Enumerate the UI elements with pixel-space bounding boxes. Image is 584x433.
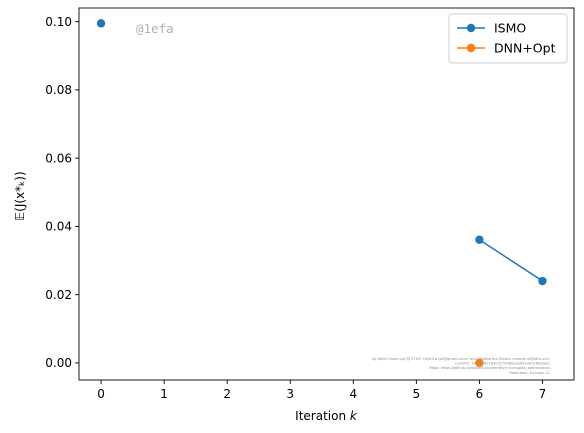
legend-label-dnn-opt: DNN+Opt <box>494 41 556 56</box>
footnote-line: Repo: https://github.com/kjetil-lye/iter… <box>429 366 550 370</box>
x-tick-label: 4 <box>349 387 357 401</box>
plot-area <box>96 19 547 368</box>
y-tick-label: 0.08 <box>45 83 72 97</box>
y-tick-label: 0.00 <box>45 356 72 370</box>
x-axis-title: Iteration k <box>295 409 358 423</box>
footnote: By Kjetil Olsen Lye @ ETHZ <kjetil.o.lye… <box>372 357 550 375</box>
legend-marker-dnn-opt <box>466 43 476 53</box>
y-tick-label: 0.04 <box>45 220 72 234</box>
x-axis: 0 1 2 3 4 5 6 7 <box>97 380 546 401</box>
y-tick-label: 0.06 <box>45 151 72 165</box>
x-tick-label: 7 <box>539 387 547 401</box>
footnote-line: Hostname: ev-login-21 <box>509 371 550 375</box>
watermark: @1efa <box>136 21 174 36</box>
x-tick-label: 6 <box>476 387 484 401</box>
y-tick-label: 0.10 <box>45 15 72 29</box>
data-point-ismo <box>538 276 547 286</box>
legend-label-ismo: ISMO <box>494 21 526 36</box>
x-tick-label: 2 <box>223 387 231 401</box>
x-tick-label: 3 <box>286 387 294 401</box>
legend: ISMO DNN+Opt <box>448 13 568 64</box>
x-tick-label: 5 <box>413 387 421 401</box>
footnote-line: Commit: 1efa7461783cd17d98be0a62a4e91f8e… <box>455 362 550 366</box>
plot-frame <box>78 7 575 381</box>
footnote-line: By Kjetil Olsen Lye @ ETHZ <kjetil.o.lye… <box>372 357 550 361</box>
series-line-ismo <box>479 239 543 282</box>
data-point-ismo <box>96 19 106 28</box>
data-point-ismo <box>475 235 484 244</box>
x-tick-label: 1 <box>160 387 168 401</box>
y-axis-title: 𝔼(J(x*ₖ)) <box>13 171 27 220</box>
legend-box <box>448 13 568 64</box>
y-axis: 0.00 0.02 0.04 0.06 0.08 0.10 <box>45 15 79 370</box>
data-point-dnn-opt <box>475 358 484 368</box>
y-tick-label: 0.02 <box>45 288 72 302</box>
legend-marker-ismo <box>466 23 476 33</box>
x-tick-label: 0 <box>97 387 105 401</box>
